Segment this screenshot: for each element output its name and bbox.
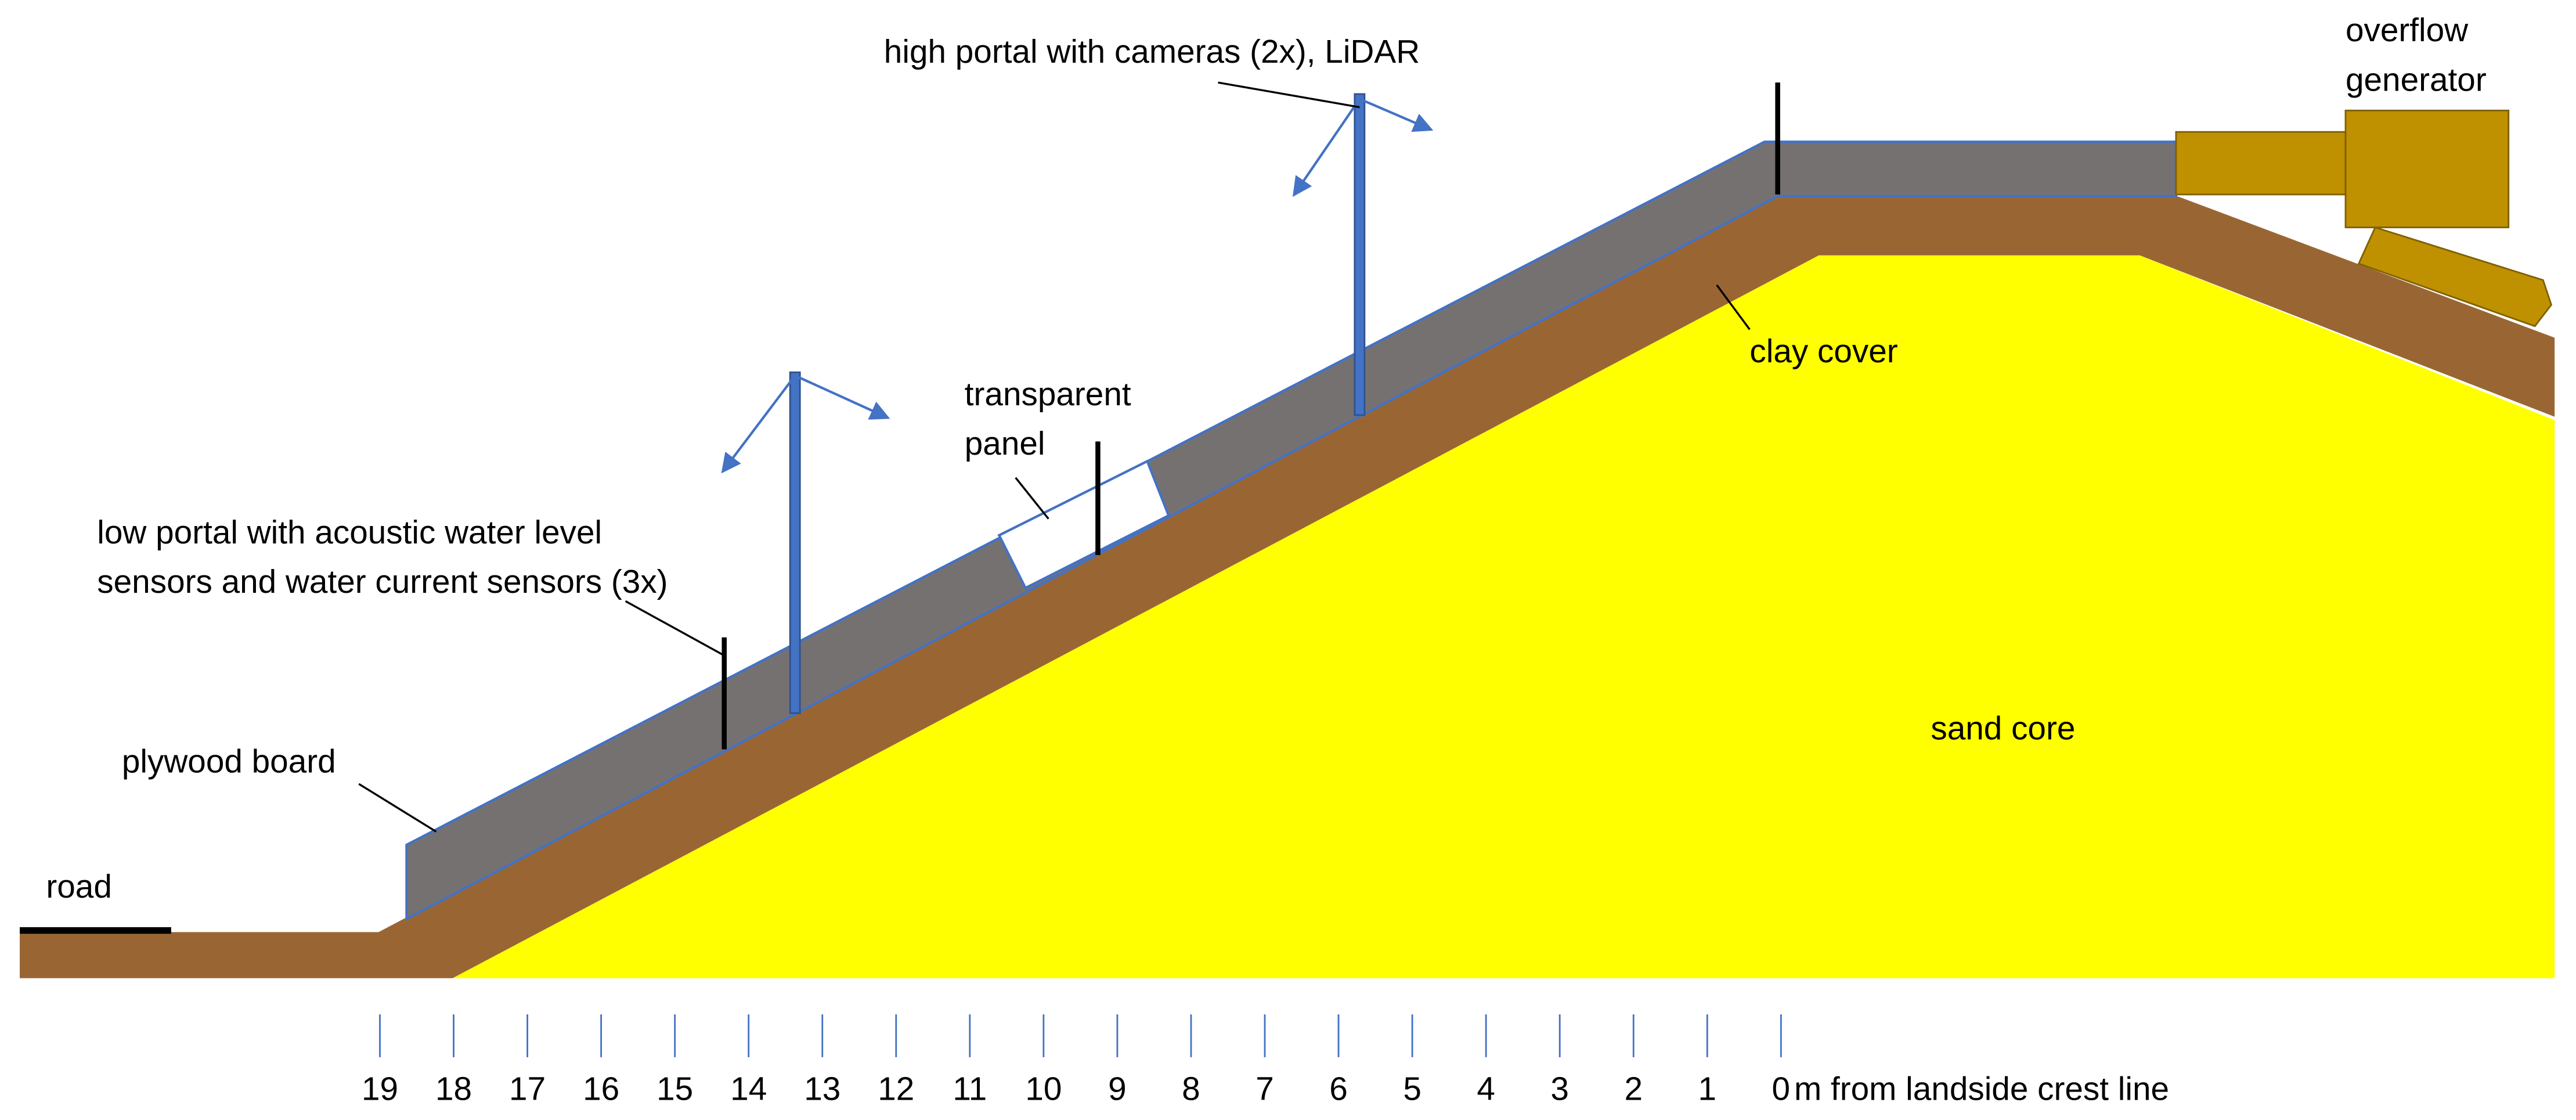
low-portals [721,82,1780,750]
scale-label: 14 [730,1071,767,1108]
scale-label: 2 [1624,1071,1643,1108]
label: panel [965,426,1045,462]
scale-label: 12 [878,1071,914,1108]
scale-unit: m from landside crest line [1794,1071,2169,1108]
scale-label: 9 [1108,1071,1127,1108]
label: overflow [2346,12,2469,49]
scale-label: 4 [1477,1071,1495,1108]
scale-label: 15 [656,1071,693,1108]
scale-label: 11 [953,1071,987,1108]
label: high portal with cameras (2x), LiDAR [884,34,1420,70]
scale-label: 8 [1182,1071,1200,1108]
label: plywood board [122,743,336,780]
scale-label: 7 [1255,1071,1274,1108]
label: clay cover [1749,333,1897,370]
scale-label: 0 [1772,1071,1791,1108]
scale-label: 6 [1329,1071,1348,1108]
overflow-generator [2175,109,2553,327]
scale-label: 5 [1403,1071,1422,1108]
label: sand core [1931,711,2075,747]
scale-label: 10 [1025,1071,1062,1108]
scale-label: 18 [435,1071,472,1108]
scale-label: 17 [509,1071,546,1108]
label: generator [2346,62,2487,98]
leader-lines [358,81,1751,833]
scale-label: 3 [1550,1071,1569,1108]
plywood-board [405,141,2178,921]
sand-core [452,255,2555,978]
label: sensors and water current sensors (3x) [97,564,668,600]
label: low portal with acoustic water level [97,514,602,551]
label: transparent [965,376,1131,413]
high-portal [789,371,801,714]
scale-label: 1 [1698,1071,1717,1108]
label: road [46,869,111,905]
scale-label: 13 [804,1071,840,1108]
camera-view-arrows [721,98,1434,474]
high-portal [1354,93,1366,416]
scale-label: 16 [583,1071,619,1108]
scale-label: 19 [362,1071,398,1108]
clay-layer [20,194,2555,978]
